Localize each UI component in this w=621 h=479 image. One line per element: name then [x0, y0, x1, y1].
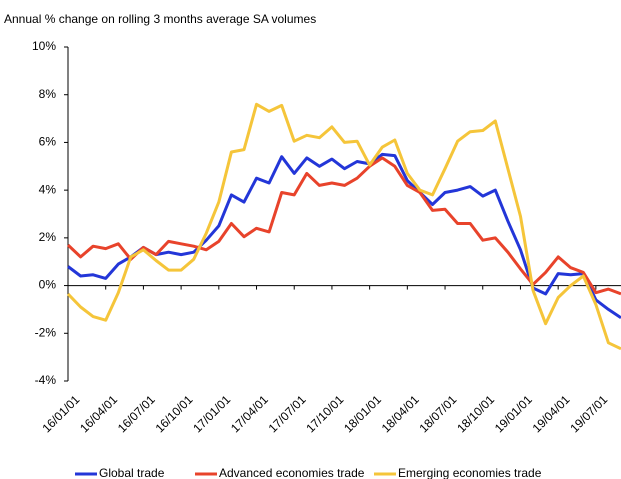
series-line — [67, 152, 621, 320]
y-tick-label: 8% — [39, 87, 57, 101]
x-tick-label: 16/10/01 — [153, 392, 196, 435]
x-tick-label: 18/10/01 — [454, 392, 497, 435]
y-tick-label: 2% — [39, 230, 57, 244]
x-tick-label: 17/01/01 — [190, 392, 233, 435]
legend-label: Advanced economies trade — [219, 466, 365, 479]
x-tick-label: 19/07/01 — [567, 392, 610, 435]
series-line — [66, 102, 621, 351]
y-tick-label: 0% — [39, 278, 57, 292]
y-tick-label: 10% — [32, 39, 56, 53]
y-tick-label: 6% — [39, 135, 57, 149]
y-tick-label: -2% — [35, 325, 57, 339]
x-tick-label: 17/07/01 — [266, 392, 309, 435]
x-tick-label: 19/04/01 — [530, 392, 573, 435]
x-tick-label: 16/01/01 — [39, 392, 82, 435]
x-tick-label: 18/07/01 — [416, 392, 459, 435]
x-tick-label: 19/01/01 — [492, 392, 535, 435]
series-line — [66, 156, 621, 296]
x-tick-label: 16/07/01 — [115, 392, 158, 435]
x-tick-label: 18/04/01 — [379, 392, 422, 435]
x-tick-label: 17/10/01 — [303, 392, 346, 435]
x-tick-label: 18/01/01 — [341, 392, 384, 435]
y-tick-label: -4% — [35, 373, 57, 387]
chart-subtitle: Annual % change on rolling 3 months aver… — [4, 12, 316, 26]
legend-label: Global trade — [99, 466, 165, 479]
x-tick-label: 16/04/01 — [77, 392, 120, 435]
y-tick-label: 4% — [39, 182, 57, 196]
x-tick-label: 17/04/01 — [228, 392, 271, 435]
legend-label: Emerging economies trade — [398, 466, 542, 479]
